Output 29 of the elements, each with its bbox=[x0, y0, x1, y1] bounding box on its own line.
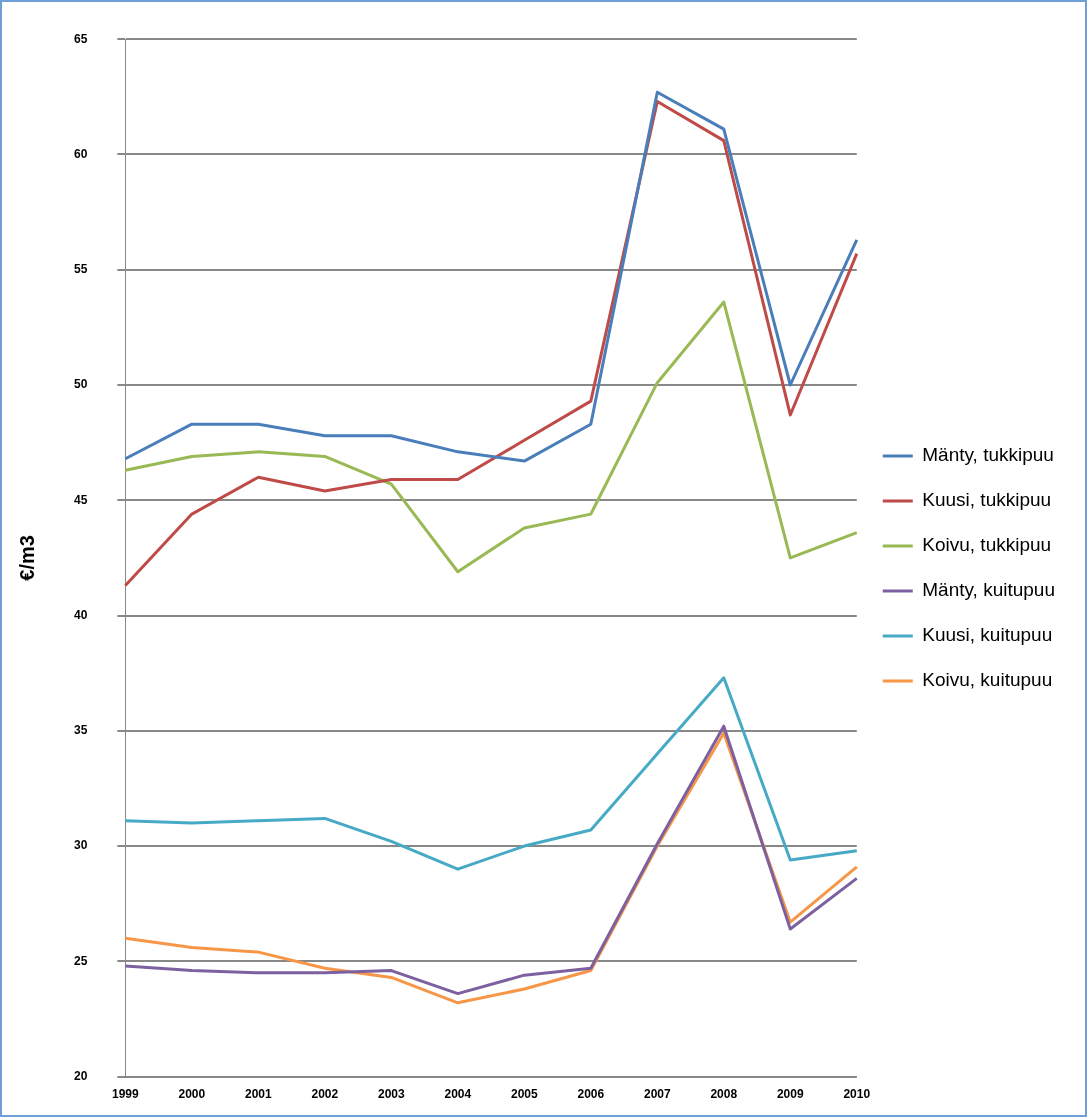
y-tick-label: 35 bbox=[73, 723, 88, 738]
legend-label: Kuusi, tukkipuu bbox=[922, 489, 1052, 511]
y-tick-label: 30 bbox=[73, 838, 88, 853]
x-tick-label: 1999 bbox=[112, 1087, 140, 1102]
legend-label: Kuusi, kuitupuu bbox=[922, 624, 1053, 646]
y-tick-label: 45 bbox=[73, 492, 88, 507]
x-tick-label: 2007 bbox=[643, 1087, 671, 1102]
y-tick-label: 50 bbox=[73, 377, 88, 392]
x-tick-label: 2000 bbox=[178, 1087, 206, 1102]
x-tick-label: 2001 bbox=[244, 1087, 272, 1102]
legend-label: Koivu, tukkipuu bbox=[922, 534, 1052, 556]
y-tick-label: 40 bbox=[73, 607, 88, 622]
y-tick-label: 65 bbox=[73, 31, 88, 46]
y-axis-title: €/m3 bbox=[15, 535, 38, 581]
legend-label: Koivu, kuitupuu bbox=[922, 669, 1053, 691]
legend-label: Mänty, tukkipuu bbox=[922, 444, 1054, 466]
x-tick-label: 2010 bbox=[843, 1087, 871, 1102]
y-tick-label: 25 bbox=[73, 953, 88, 968]
y-tick-label: 55 bbox=[73, 262, 88, 277]
x-tick-label: 2008 bbox=[710, 1087, 738, 1102]
x-tick-label: 2003 bbox=[377, 1087, 405, 1102]
x-tick-label: 2002 bbox=[311, 1087, 339, 1102]
y-tick-label: 20 bbox=[73, 1068, 88, 1083]
x-tick-label: 2004 bbox=[444, 1087, 472, 1102]
x-tick-label: 2009 bbox=[776, 1087, 804, 1102]
y-tick-label: 60 bbox=[73, 146, 88, 161]
x-tick-label: 2005 bbox=[510, 1087, 538, 1102]
x-tick-label: 2006 bbox=[577, 1087, 605, 1102]
legend-label: Mänty, kuitupuu bbox=[922, 579, 1056, 601]
